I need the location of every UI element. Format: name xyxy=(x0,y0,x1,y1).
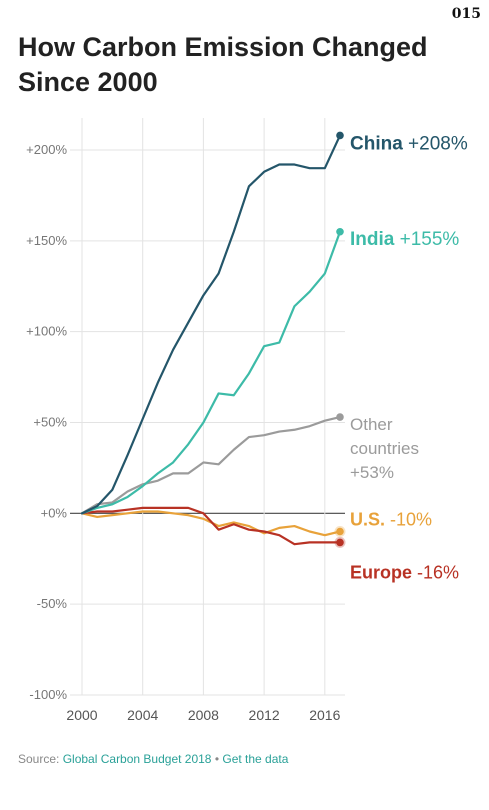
x-tick-label: 2000 xyxy=(66,707,97,723)
chart-title: How Carbon Emission Changed Since 2000 xyxy=(18,32,428,97)
page-number: 015 xyxy=(451,6,481,22)
end-label-us: U.S. -10% xyxy=(350,509,432,529)
source-line: Source: Global Carbon Budget 2018 • Get … xyxy=(18,752,288,766)
y-tick-label: +150% xyxy=(26,233,67,248)
y-tick-label: +100% xyxy=(26,324,67,339)
end-label-india: India +155% xyxy=(350,229,459,250)
series-line-india xyxy=(80,230,342,515)
label-name: China xyxy=(350,133,403,154)
y-tick-label: +200% xyxy=(26,142,67,157)
y-tick-label: +50% xyxy=(33,415,67,430)
x-tick-label: 2004 xyxy=(127,707,158,723)
get-data-link[interactable]: Get the data xyxy=(222,752,289,766)
x-tick-label: 2008 xyxy=(188,707,219,723)
end-point-marker xyxy=(336,413,344,421)
label-value: +208% xyxy=(403,133,468,154)
source-link[interactable]: Global Carbon Budget 2018 xyxy=(62,752,212,766)
series-line-china xyxy=(80,134,342,515)
label-name: U.S. xyxy=(350,509,385,529)
y-tick-label: -100% xyxy=(29,687,67,702)
source-separator: • xyxy=(211,752,223,766)
label-name: Europe xyxy=(350,562,412,582)
y-tick-label: -50% xyxy=(37,596,68,611)
series-line-other-countries xyxy=(80,415,342,515)
source-prefix: Source: xyxy=(18,752,63,766)
x-tick-label: 2016 xyxy=(309,707,340,723)
label-value: -16% xyxy=(412,562,459,582)
line-chart: +200% +150% +100% +50% +0% -50% -100% 2000 2004 2… xyxy=(26,118,468,723)
series-line-europe xyxy=(80,506,342,546)
end-label-europe: Europe -16% xyxy=(350,562,459,582)
end-point-marker xyxy=(336,131,344,140)
y-tick-label: +0% xyxy=(41,505,68,520)
series-line-u-s- xyxy=(80,510,342,537)
label-name-part: Other xyxy=(350,415,393,434)
end-label-china: China +208% xyxy=(350,133,468,154)
end-label-other-countries: Other countries +53% xyxy=(350,415,419,482)
label-value: +155% xyxy=(394,229,459,250)
label-value: -10% xyxy=(385,509,432,529)
end-point-marker xyxy=(336,527,344,536)
x-tick-label: 2012 xyxy=(249,707,280,723)
label-name: India xyxy=(350,229,395,250)
end-point-marker xyxy=(336,538,344,547)
end-point-marker xyxy=(336,227,344,236)
label-value: +53% xyxy=(350,463,394,482)
label-name-part: countries xyxy=(350,439,419,458)
